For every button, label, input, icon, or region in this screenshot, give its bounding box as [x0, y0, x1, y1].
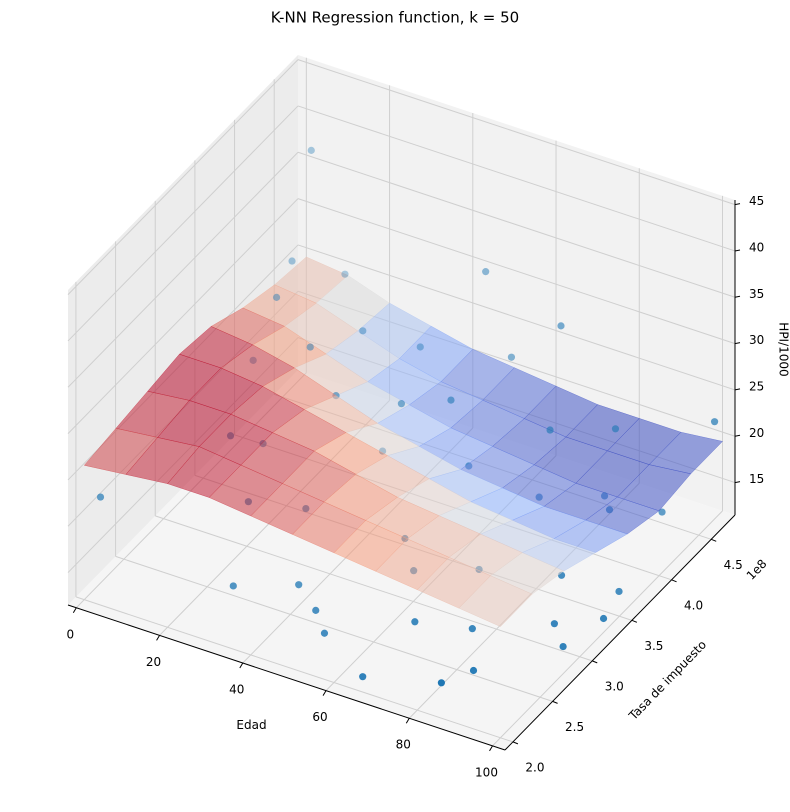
tick-mark	[734, 249, 741, 252]
tick-mark	[405, 717, 410, 724]
grid-line	[492, 510, 723, 747]
scatter-point	[482, 268, 490, 276]
scatter-point	[272, 293, 281, 301]
tick-mark	[631, 619, 638, 623]
tick-mark	[734, 481, 741, 484]
scatter-point	[559, 642, 567, 651]
y-tick-label: 2.5	[565, 720, 584, 734]
scatter-point	[397, 400, 406, 408]
tick-mark	[156, 635, 160, 641]
grid-line	[67, 59, 299, 295]
tick-mark	[322, 690, 327, 696]
scatter-point	[359, 327, 367, 335]
y-axis-label: Tasa de impuesto	[625, 638, 709, 724]
z-tick-label: 40	[749, 240, 764, 254]
scatter-point	[710, 418, 719, 426]
tick-mark	[592, 660, 598, 664]
scatter-point	[229, 582, 237, 590]
x-axis-label: Edad	[236, 718, 266, 732]
tick-mark	[552, 700, 558, 704]
grid-line	[297, 151, 736, 298]
scatter-point	[468, 625, 476, 633]
x-tick-label: 0	[67, 627, 75, 641]
tick-mark	[489, 745, 493, 752]
tick-mark	[734, 388, 741, 391]
tick-mark	[239, 662, 244, 669]
scatter-point	[546, 426, 554, 434]
tick-mark	[671, 579, 677, 583]
tick-mark	[734, 434, 741, 437]
grid-line	[297, 105, 736, 252]
grid-line	[297, 198, 736, 345]
z-tick-label: 35	[749, 287, 764, 301]
tick-mark	[512, 741, 519, 745]
y-tick-label: 4.5	[724, 558, 743, 572]
tick-mark	[711, 538, 717, 542]
scatter-point	[557, 322, 565, 330]
z-tick-label: 30	[749, 333, 764, 347]
y-tick-label: 4.0	[684, 598, 703, 612]
grid-line	[297, 59, 736, 206]
grid-line	[67, 198, 299, 434]
x-tick-label: 60	[312, 710, 327, 724]
scatter-point	[312, 606, 320, 614]
scatter-point	[411, 618, 419, 626]
scatter-point	[615, 587, 623, 596]
scatter-point	[447, 396, 455, 404]
z-tick-label: 25	[749, 379, 764, 393]
plot-area: 0 20 40 60 80 100 2.0 2.5 3.0 3.5 4.0 4.5 15 20 25 30 35…	[67, 55, 790, 779]
tick-mark	[734, 203, 741, 206]
scatter-point	[550, 620, 558, 628]
axis-line	[67, 604, 506, 751]
scatter-point	[469, 666, 478, 675]
grid-line	[297, 244, 736, 391]
scatter-point	[359, 673, 367, 681]
y-tick-label: 2.0	[525, 760, 544, 774]
y-offset-text: 1e8	[744, 557, 770, 583]
scatter-point	[658, 508, 666, 516]
x-tick-label: 80	[396, 738, 411, 752]
scatter-point	[416, 343, 424, 351]
axis-line	[504, 514, 736, 751]
y-tick-label: 3.0	[605, 679, 624, 693]
scatter-point	[599, 614, 608, 623]
grid-line	[67, 151, 299, 388]
scatter-point	[611, 425, 620, 433]
x-tick-label: 40	[229, 683, 244, 697]
scatter-point	[306, 343, 314, 351]
scatter-point	[307, 146, 315, 154]
tick-mark	[734, 295, 741, 298]
surface-patch	[458, 575, 533, 627]
grid-line	[75, 596, 514, 743]
scatter-point	[507, 353, 516, 361]
chart-title: K-NN Regression function, k = 50	[271, 9, 519, 27]
scatter-point	[295, 581, 303, 589]
y-tick-label: 3.5	[644, 639, 663, 653]
scatter-point	[437, 679, 445, 687]
x-tick-label: 100	[475, 765, 498, 779]
x-tick-label: 20	[146, 655, 161, 669]
z-tick-label: 45	[749, 194, 764, 208]
z-axis-label: HPI/1000	[777, 322, 790, 376]
z-tick-label: 20	[749, 426, 764, 440]
tick-mark	[72, 607, 77, 614]
grid-line	[155, 515, 593, 662]
z-tick-label: 15	[749, 472, 764, 486]
tick-mark	[734, 342, 741, 345]
scatter-point	[341, 270, 349, 278]
grid-line	[115, 555, 553, 702]
scatter-point	[96, 493, 105, 501]
scatter-point	[288, 257, 296, 265]
scatter-point	[320, 629, 329, 637]
grid-line	[67, 105, 299, 342]
